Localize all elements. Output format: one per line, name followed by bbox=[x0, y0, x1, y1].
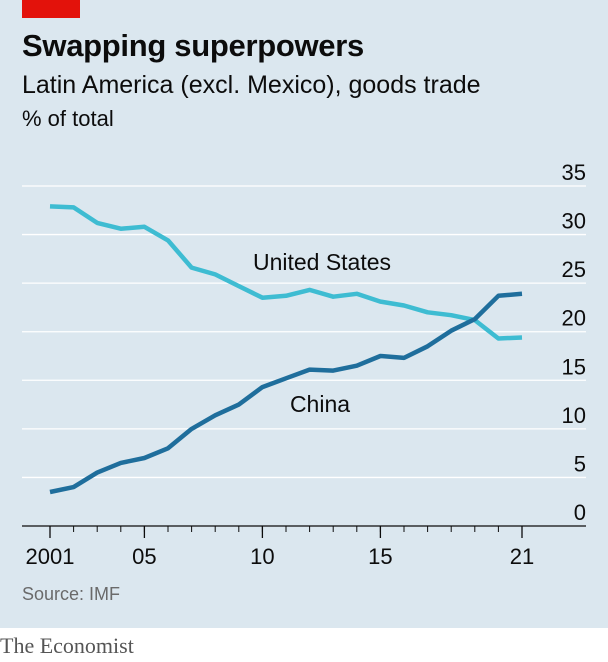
chart-panel: Swapping superpowers Latin America (excl… bbox=[0, 0, 608, 628]
y-tick-label-15: 15 bbox=[562, 354, 586, 379]
brand-wordmark: The Economist bbox=[0, 633, 134, 658]
y-tick-label-5: 5 bbox=[574, 451, 586, 476]
y-tick-label-0: 0 bbox=[574, 500, 586, 525]
y-tick-label-20: 20 bbox=[562, 306, 586, 331]
brand-accent-bar bbox=[22, 0, 80, 18]
x-tick-label-2001: 2001 bbox=[26, 544, 75, 569]
y-tick-label-10: 10 bbox=[562, 403, 586, 428]
x-tick-label-2021: 21 bbox=[510, 544, 534, 569]
series-line-china bbox=[49, 291, 523, 495]
chart-title: Swapping superpowers bbox=[22, 28, 364, 63]
y-tick-label-25: 25 bbox=[562, 257, 586, 282]
series-lines bbox=[49, 204, 523, 495]
x-tick-label-2010: 10 bbox=[250, 544, 274, 569]
chart-unit-label: % of total bbox=[22, 106, 114, 131]
gridlines bbox=[22, 185, 586, 479]
series-line-united-states bbox=[49, 204, 523, 341]
x-axis bbox=[22, 525, 586, 538]
source-note: Source: IMF bbox=[22, 584, 121, 604]
y-tick-label-30: 30 bbox=[562, 209, 586, 234]
y-tick-label-35: 35 bbox=[562, 160, 586, 185]
series-label-china: China bbox=[290, 391, 350, 417]
series-label-united-states: United States bbox=[253, 249, 391, 275]
x-tick-label-2015: 15 bbox=[368, 544, 392, 569]
chart-subtitle: Latin America (excl. Mexico), goods trad… bbox=[22, 71, 481, 99]
x-tick-label-2005: 05 bbox=[132, 544, 156, 569]
